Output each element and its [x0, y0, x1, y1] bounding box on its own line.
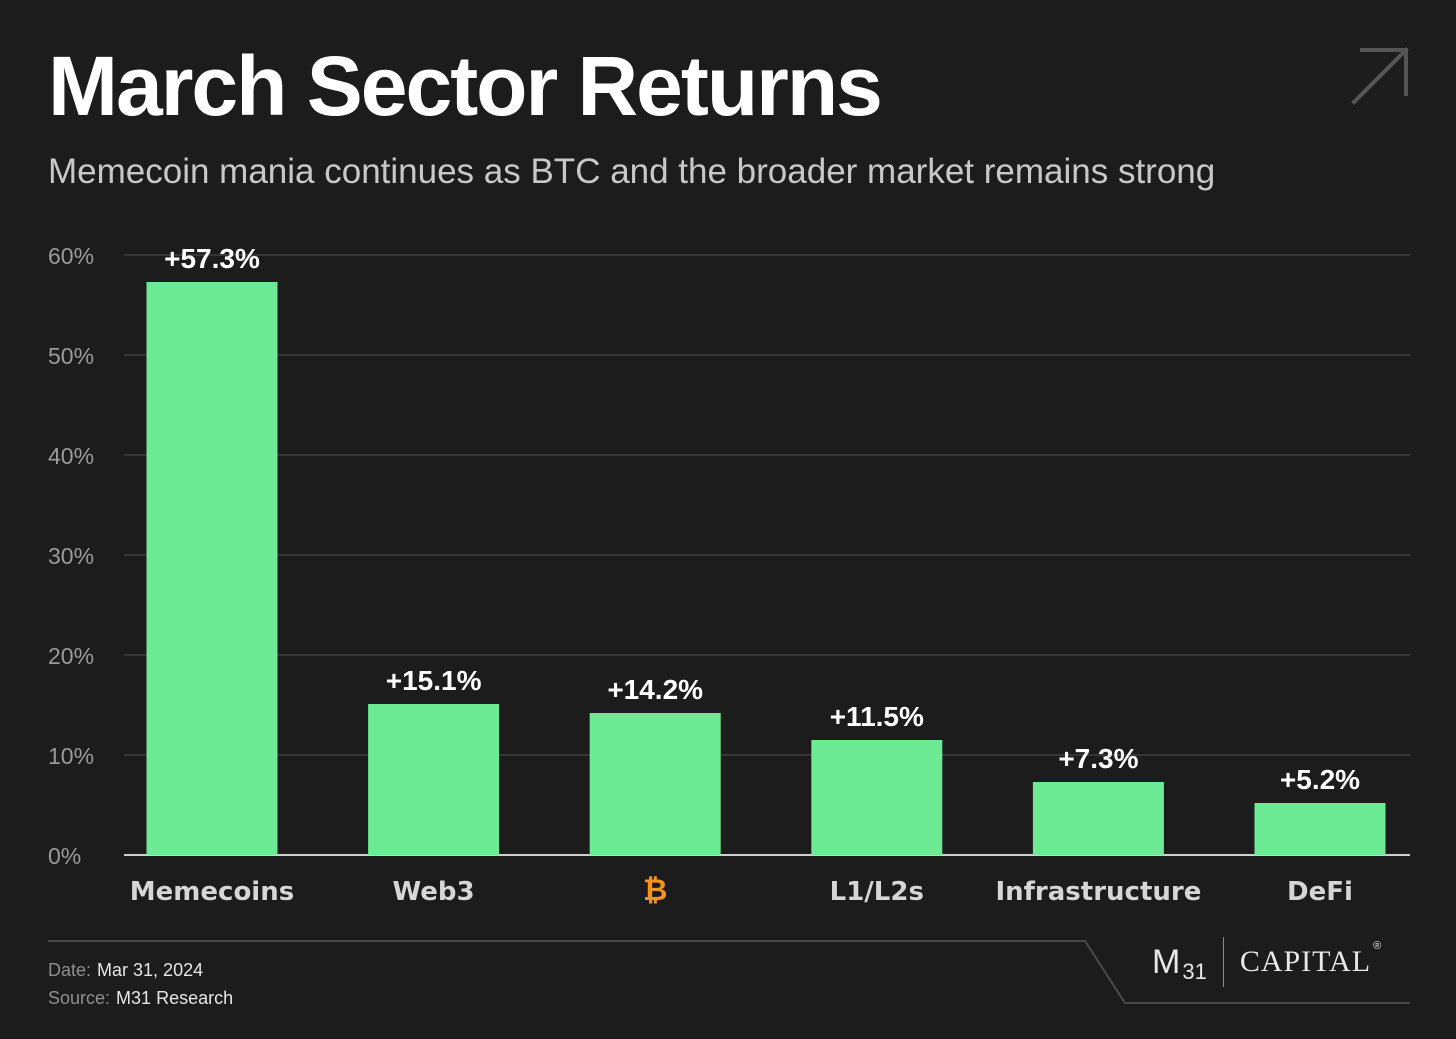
logo-registered: ®	[1373, 940, 1382, 952]
x-axis-categories: Memecoins Web3 ₿ L1/L2s Infrastructure DeFi	[130, 873, 1353, 908]
grid-lines	[124, 254, 1410, 856]
data-label: +5.2%	[1280, 764, 1360, 795]
y-tick-label: 40%	[48, 443, 94, 469]
y-tick-label: 10%	[48, 743, 94, 769]
bar	[146, 282, 278, 855]
logo-capital: CAPITAL	[1239, 945, 1372, 978]
footer-source: Source: M31 Research	[48, 988, 233, 1009]
data-label: +7.3%	[1058, 743, 1138, 774]
y-tick-label: 50%	[48, 343, 94, 369]
data-label: +11.5%	[830, 701, 924, 732]
chart-title: March Sector Returns	[48, 39, 883, 133]
y-tick-label: 0%	[48, 843, 81, 869]
data-label: +14.2%	[607, 674, 703, 705]
y-tick-label: 20%	[48, 643, 94, 669]
data-labels: +57.3% +15.1% +14.2% +11.5% +7.3% +5.2%	[164, 243, 1360, 795]
bar	[811, 740, 943, 855]
m31-capital-logo: M 31 CAPITAL ®	[1152, 934, 1381, 990]
bars	[146, 282, 1386, 855]
bitcoin-icon: ₿	[643, 873, 667, 908]
category-label: L1/L2s	[830, 877, 924, 907]
logo-m: M	[1152, 942, 1181, 981]
source-value: M31 Research	[116, 988, 234, 1008]
chart-subtitle: Memecoin mania continues as BTC and the …	[48, 152, 1216, 191]
data-label: +15.1%	[386, 665, 482, 696]
category-label: DeFi	[1287, 877, 1353, 907]
logo-separator	[1222, 937, 1224, 987]
bar	[1032, 782, 1164, 855]
source-label: Source:	[48, 988, 111, 1008]
y-axis-ticks: 0% 10% 20% 30% 40% 50% 60%	[48, 243, 94, 869]
bar	[368, 704, 500, 855]
data-label: +57.3%	[164, 243, 260, 274]
y-tick-label: 30%	[48, 543, 94, 569]
logo-sub: 31	[1182, 959, 1207, 984]
category-label: Infrastructure	[995, 877, 1201, 907]
bar-chart: 0%10%20%30%40%50%60% +57.3%+15.1% +14.2%+…	[48, 243, 1410, 908]
footer-date: Date: Mar 31, 2024	[48, 960, 203, 981]
date-value: Mar 31, 2024	[97, 960, 204, 980]
bar	[1254, 803, 1386, 855]
y-tick-label: 60%	[48, 243, 94, 269]
date-label: Date:	[48, 960, 92, 980]
arrow-up-right-icon	[1351, 47, 1409, 105]
bar	[589, 713, 721, 855]
category-label: Web3	[393, 877, 475, 907]
category-label: Memecoins	[130, 877, 294, 907]
